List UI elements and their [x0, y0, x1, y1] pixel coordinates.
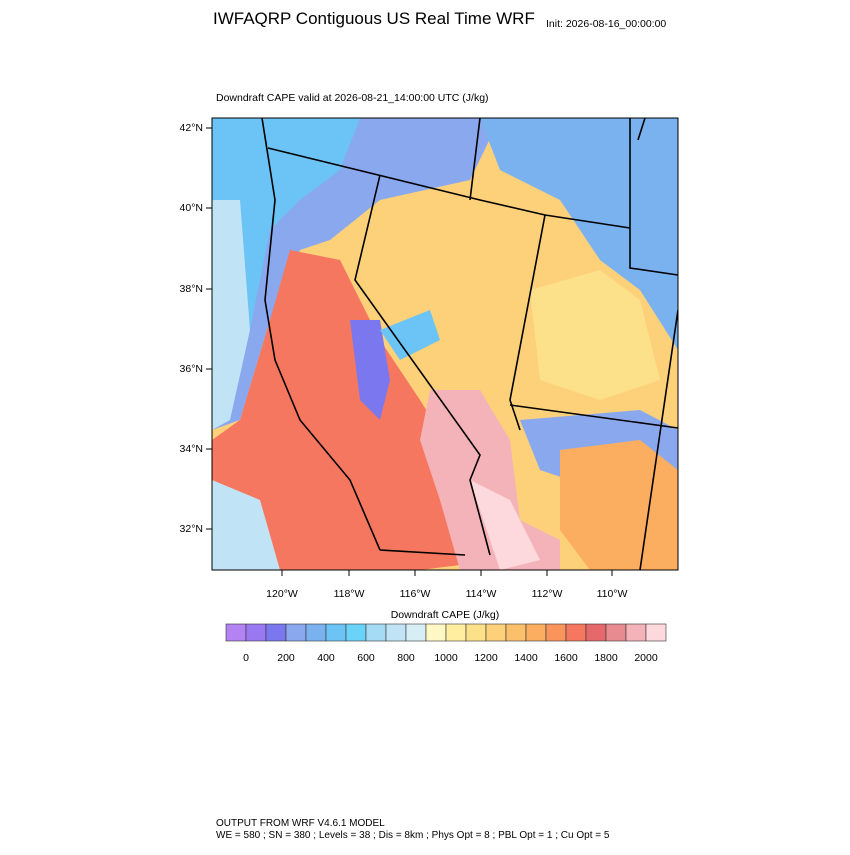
colorbar-box [625, 623, 647, 642]
title: IWFAQRP Contiguous US Real Time WRF [213, 9, 535, 28]
cape-field [212, 118, 678, 570]
colorbar-box [545, 623, 567, 642]
lat-label: 32°N [180, 523, 203, 535]
colorbar-label: 2000 [634, 652, 658, 664]
lon-label: 114°W [466, 588, 497, 600]
colorbar-box [525, 623, 547, 642]
colorbar-box [465, 623, 487, 642]
lon-label: 110°W [597, 588, 628, 600]
colorbar-box [405, 623, 427, 642]
lon-label: 118°W [334, 588, 365, 600]
colorbar-box [225, 623, 247, 642]
footer-line: OUTPUT FROM WRF V4.6.1 MODEL [216, 818, 385, 829]
lon-label: 120°W [266, 588, 298, 600]
lat-label: 42°N [180, 122, 203, 134]
colorbar-box [565, 623, 587, 642]
colorbar-box [305, 623, 327, 642]
state-borders [261, 118, 678, 570]
map-frame [211, 117, 679, 571]
colorbar-box [425, 623, 447, 642]
lat-label: 36°N [180, 363, 203, 375]
colorbar-box [345, 623, 367, 642]
colorbar-label: 1400 [514, 652, 538, 664]
lat-label: 40°N [180, 202, 203, 214]
footer-line: WE = 580 ; SN = 380 ; Levels = 38 ; Dis … [216, 830, 610, 841]
lon-label: 112°W [532, 588, 563, 600]
colorbar-box [485, 623, 507, 642]
colorbar-box [325, 623, 347, 642]
colorbar-box [585, 623, 607, 642]
colorbar-label: 1000 [434, 652, 458, 664]
colorbar-box [445, 623, 467, 642]
colorbar-box [245, 623, 267, 642]
colorbar-label: 800 [397, 652, 415, 664]
lat-label: 34°N [180, 443, 203, 455]
colorbar-label: 200 [277, 652, 295, 664]
lon-label: 116°W [400, 588, 431, 600]
colorbar-box [645, 623, 667, 642]
colorbar-box [505, 623, 527, 642]
colorbar-label: 400 [317, 652, 335, 664]
colorbar-label: 0 [243, 652, 249, 664]
subtitle: Downdraft CAPE valid at 2026-08-21_14:00… [216, 92, 489, 104]
lat-label: 38°N [180, 283, 203, 295]
init-time: Init: 2026-08-16_00:00:00 [546, 18, 666, 30]
colorbar-label: 1800 [594, 652, 618, 664]
colorbar-box [385, 623, 407, 642]
colorbar-box [265, 623, 287, 642]
colorbar-box [605, 623, 627, 642]
colorbar-label: 1200 [474, 652, 498, 664]
colorbar-label: 1600 [554, 652, 578, 664]
colorbar-label: 600 [357, 652, 375, 664]
colorbar-title: Downdraft CAPE (J/kg) [391, 609, 500, 621]
colorbar-box [365, 623, 387, 642]
colorbar-box [285, 623, 307, 642]
